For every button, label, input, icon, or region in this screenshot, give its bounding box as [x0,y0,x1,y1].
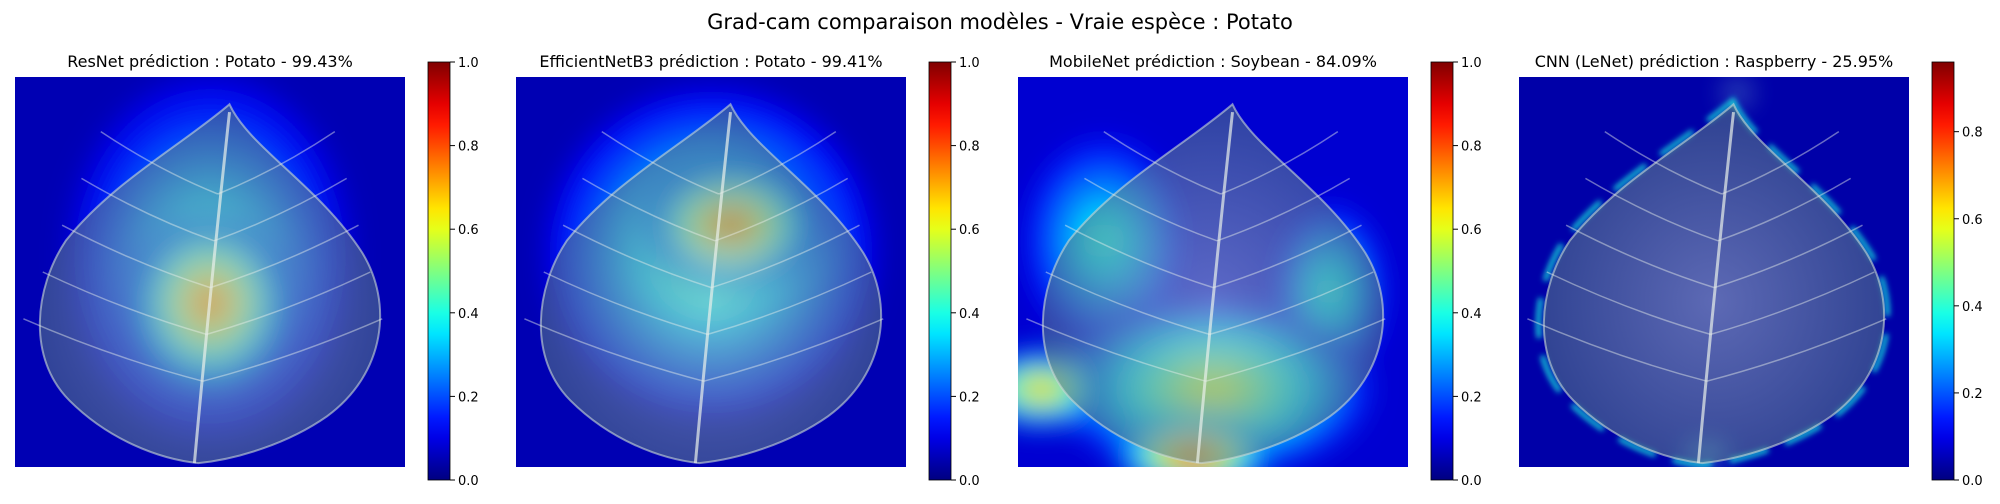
colorbar-tick-label: 0.6 [1461,223,1482,238]
colorbar-tick-label: 1.0 [1461,56,1482,71]
colorbar: 0.0 0.2 0.4 0.6 0.8 1.0 [427,56,479,489]
gradcam-image [15,77,405,467]
gradcam-image [1018,77,1408,467]
colorbar-tick-label: 0.6 [1962,213,1983,228]
heat-region [1031,382,1052,396]
colorbar-tick-label: 0.8 [959,140,980,155]
colorbar-tick-label: 0.6 [458,223,479,238]
figure-suptitle: Grad-cam comparaison modèles - Vraie esp… [707,10,1293,34]
panel-title: ResNet prédiction : Potato - 99.43% [67,52,353,71]
panel-4: CNN (LeNet) prédiction : Raspberry - 25.… [1519,52,1983,489]
heat-region [1735,91,1740,94]
colorbar-tick-label: 1.0 [458,56,479,71]
colorbar-tick-label: 0.2 [1461,390,1482,405]
colorbar: 0.0 0.2 0.4 0.6 0.8 [1931,61,1983,489]
panel-title: EfficientNetB3 prédiction : Potato - 99.… [539,52,882,71]
edge-activation [1536,96,1890,467]
panel-title: MobileNet prédiction : Soybean - 84.09% [1049,52,1377,71]
colorbar-scale [427,61,451,481]
leaf-image [23,102,383,465]
colorbar-scale [1931,61,1955,481]
colorbar-tick-label: 0.2 [959,390,980,405]
colorbar-tick-label: 0.8 [1962,126,1983,141]
colorbar-tick-label: 0.0 [1962,474,1983,489]
colorbar: 0.0 0.2 0.4 0.6 0.8 1.0 [928,56,980,489]
colorbar-tick-label: 0.8 [458,140,479,155]
panel-1: ResNet prédiction : Potato - 99.43%0.00.… [15,52,479,489]
colorbar-scale [928,61,952,481]
colorbar-tick-label: 0.4 [458,307,479,322]
gradcam-image [516,77,906,467]
colorbar-tick-label: 0.0 [458,474,479,489]
gradcam-image [1519,77,1909,467]
colorbar-tick-label: 0.8 [1461,140,1482,155]
leaf-image [1026,102,1386,465]
colorbar-tick-label: 0.6 [959,223,980,238]
colorbar-tick-label: 0.4 [959,307,980,322]
panel-3: MobileNet prédiction : Soybean - 84.09% 0… [1018,52,1482,489]
leaf-image [524,102,884,465]
colorbar-tick-label: 0.0 [1461,474,1482,489]
colorbar-tick-label: 0.2 [1962,387,1983,402]
colorbar-tick-label: 0.4 [1962,300,1983,315]
colorbar-tick-label: 1.0 [959,56,980,71]
panel-title: CNN (LeNet) prédiction : Raspberry - 25.… [1535,52,1894,71]
colorbar-tick-label: 0.4 [1461,307,1482,322]
colorbar-tick-label: 0.0 [959,474,980,489]
colorbar-tick-label: 0.2 [458,390,479,405]
colorbar-scale [1430,61,1454,481]
colorbar: 0.0 0.2 0.4 0.6 0.8 1.0 [1430,56,1482,489]
leaf-image [1527,102,1887,465]
panel-2: EfficientNetB3 prédiction : Potato - 99.… [516,52,980,489]
